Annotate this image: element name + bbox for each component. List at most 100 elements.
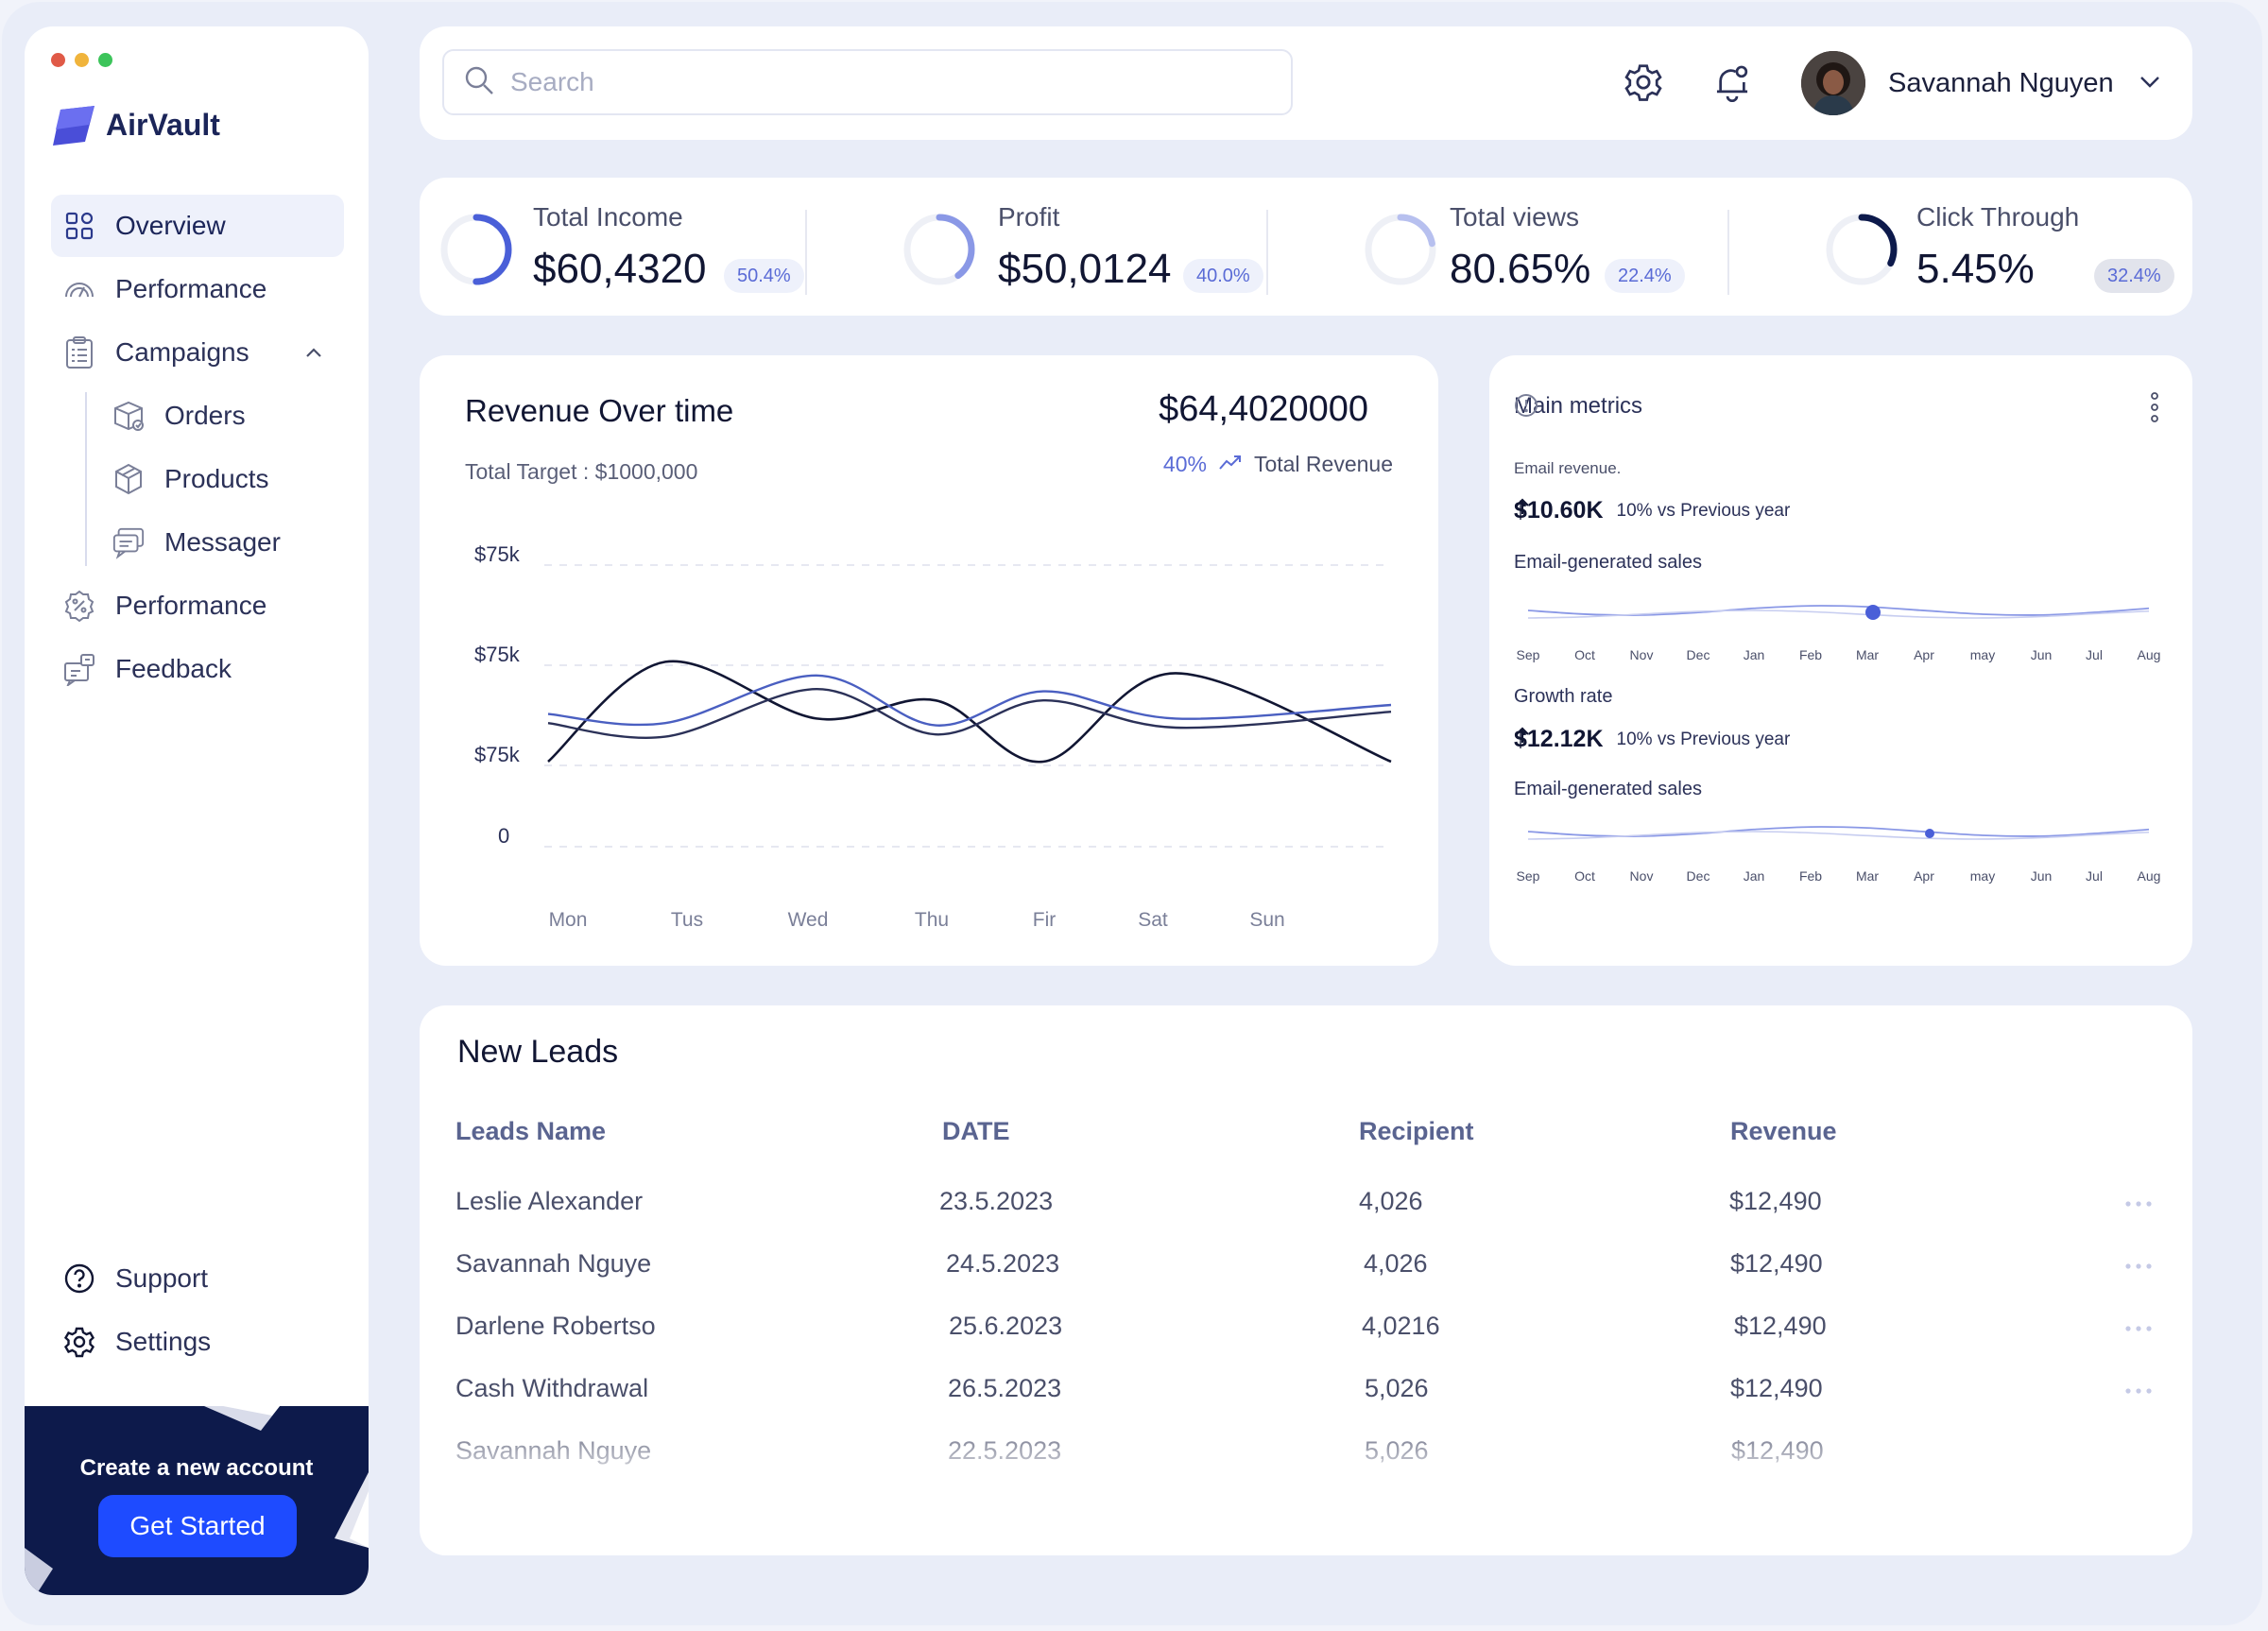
sidebar-bottom-nav: Support Settings — [51, 1247, 344, 1374]
sidebar-item-settings[interactable]: Settings — [51, 1311, 344, 1373]
feedback-icon — [62, 652, 96, 686]
table-fade-overlay — [420, 1414, 2192, 1555]
sidebar-item-label: Settings — [115, 1327, 212, 1356]
notification-bell-icon[interactable] — [1712, 62, 1754, 104]
growth-rate-delta-text: 10% vs Previous year — [1616, 729, 1791, 749]
table-row[interactable]: Savannah Nguye 24.5.2023 4,026 $12,490 — [420, 1249, 2192, 1312]
minimize-window-dot[interactable] — [75, 53, 89, 67]
chevron-up-icon[interactable] — [302, 341, 325, 364]
gear-icon — [62, 1325, 96, 1359]
cube-icon — [112, 462, 146, 496]
month-label: Feb — [1799, 868, 1822, 884]
sidebar-item-label: Performance — [115, 274, 267, 303]
lead-date-cell: 23.5.2023 — [939, 1187, 1054, 1215]
month-label: Jul — [2086, 647, 2103, 662]
revenue-card: $75k $75k $75k 0 Mon Tus Wed Thu Fir Sat Sun Reven… — [420, 355, 1438, 966]
search-box[interactable] — [442, 49, 1293, 115]
sidebar-item-performance[interactable]: Performance — [51, 258, 344, 320]
more-horizontal-icon[interactable] — [2124, 1321, 2153, 1331]
email-revenue-delta: 10% vs Previous year — [1516, 498, 1791, 522]
month-label: Dec — [1687, 647, 1710, 662]
x-tick-label: Tus — [671, 909, 703, 931]
leads-title: New Leads — [457, 1034, 619, 1070]
kpi-label: Click Through — [1916, 202, 2080, 232]
sidebar-item-performance-2[interactable]: Performance — [51, 575, 344, 637]
month-label: Nov — [1630, 868, 1654, 884]
trend-up-icon — [1218, 452, 1243, 477]
campaigns-submenu: Orders Products Messager — [51, 385, 344, 574]
get-started-button[interactable]: Get Started — [98, 1495, 297, 1557]
sidebar-item-label: Products — [164, 464, 269, 493]
sidebar-item-label: Orders — [164, 401, 246, 430]
sidebar: AirVault Overview Performance — [25, 26, 369, 1595]
sidebar-item-support[interactable]: Support — [51, 1247, 344, 1310]
kpi-value: $50,0124 — [998, 246, 1172, 292]
sidebar-item-overview[interactable]: Overview — [51, 195, 344, 257]
sidebar-item-orders[interactable]: Orders — [100, 385, 344, 447]
chat-icon — [112, 525, 146, 559]
month-label: may — [1970, 868, 1995, 884]
revenue-change-value: 40% — [1162, 452, 1207, 476]
highlight-point[interactable] — [1865, 605, 1881, 620]
column-header-leads-name[interactable]: Leads Name — [455, 1117, 607, 1145]
cta-title: Create a new account — [79, 1455, 314, 1481]
progress-ring — [440, 214, 512, 285]
maximize-window-dot[interactable] — [98, 53, 112, 67]
email-revenue-label: Email revenue. — [1514, 459, 1622, 477]
table-row[interactable]: Darlene Robertso 25.6.2023 4,0216 $12,490 — [420, 1312, 2192, 1374]
email-revenue-delta-text: 10% vs Previous year — [1616, 500, 1791, 521]
kpi-strip: Total Income $60,4320 50.4% Profit $50,0… — [420, 178, 2192, 316]
more-horizontal-icon[interactable] — [2124, 1383, 2153, 1394]
more-vertical-icon[interactable] — [2149, 391, 2160, 423]
month-label: Jan — [1744, 647, 1765, 662]
clipboard-icon — [62, 335, 96, 369]
settings-gear-icon[interactable] — [1624, 62, 1665, 104]
table-row[interactable]: Cash Withdrawal 26.5.2023 5,026 $12,490 — [420, 1374, 2192, 1436]
email-sales-label-2: Email-generated sales — [1514, 779, 1702, 799]
more-horizontal-icon[interactable] — [2124, 1259, 2153, 1269]
column-header-recipient[interactable]: Recipient — [1359, 1117, 1474, 1145]
revenue-change-label: Total Revenue — [1253, 452, 1393, 476]
sidebar-item-products[interactable]: Products — [100, 448, 344, 510]
lead-revenue-cell: $12,490 — [1730, 1249, 1823, 1278]
lead-revenue-cell: $12,490 — [1734, 1312, 1827, 1340]
lead-date-cell: 26.5.2023 — [948, 1374, 1062, 1402]
growth-rate-delta: 10% vs Previous year — [1516, 727, 1791, 750]
month-label: Oct — [1574, 647, 1595, 662]
x-tick-label: Mon — [549, 909, 588, 931]
month-label: Jun — [2031, 647, 2053, 662]
column-header-revenue[interactable]: Revenue — [1730, 1117, 1837, 1145]
brand[interactable]: AirVault — [51, 104, 220, 146]
x-tick-label: Sun — [1249, 909, 1284, 931]
month-label: Sep — [1517, 868, 1540, 884]
lead-recipient-cell: 4,0216 — [1362, 1312, 1440, 1340]
y-tick-label: $75k — [474, 743, 521, 766]
top-header: Savannah Nguyen — [420, 26, 2192, 140]
kpi-divider — [805, 210, 807, 295]
kpi-value: 5.45% — [1916, 246, 2035, 292]
progress-ring — [1365, 214, 1436, 285]
avatar[interactable] — [1801, 51, 1865, 115]
chevron-down-icon[interactable] — [2137, 68, 2163, 99]
revenue-change: 40% Total Revenue — [1163, 452, 1393, 477]
lead-name-cell: Savannah Nguye — [455, 1249, 652, 1278]
search-input[interactable] — [510, 67, 1266, 97]
percent-badge-icon — [62, 589, 96, 623]
kpi-label: Total views — [1450, 202, 1579, 232]
user-menu[interactable]: Savannah Nguyen — [1801, 49, 2163, 117]
highlight-point[interactable] — [1925, 829, 1934, 838]
more-horizontal-icon[interactable] — [2124, 1196, 2153, 1207]
table-row[interactable]: Leslie Alexander 23.5.2023 4,026 $12,490 — [420, 1187, 2192, 1249]
help-icon — [62, 1262, 96, 1296]
close-window-dot[interactable] — [51, 53, 65, 67]
sidebar-item-feedback[interactable]: Feedback — [51, 638, 344, 700]
kpi-divider — [1727, 210, 1729, 295]
sidebar-item-campaigns[interactable]: Campaigns — [51, 321, 344, 384]
sidebar-item-messager[interactable]: Messager — [100, 511, 344, 574]
sidebar-item-label: Overview — [115, 211, 226, 240]
column-header-date[interactable]: DATE — [942, 1117, 1010, 1145]
month-label: Jul — [2086, 868, 2103, 884]
brand-name: AirVault — [106, 107, 220, 142]
window-controls — [51, 53, 112, 67]
revenue-title: Revenue Over time — [465, 393, 734, 428]
